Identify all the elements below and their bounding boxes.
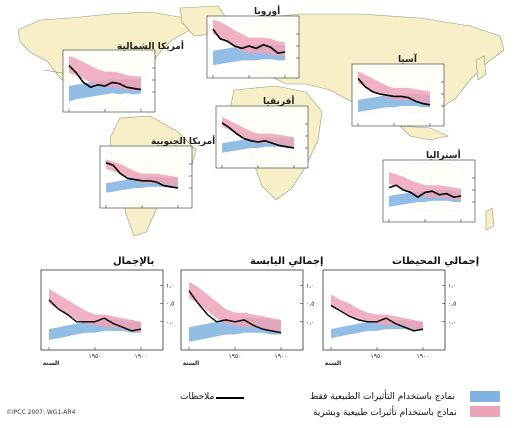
- band-natural-human-forcing: [389, 172, 461, 200]
- x-tick-label: ١٩٥٠: [89, 353, 102, 360]
- band-natural-human-forcing: [331, 294, 423, 331]
- title-europe: أوروبا: [254, 7, 281, 17]
- title-north-america: أمريكا الشمالية: [117, 42, 184, 52]
- x-tick-label: ١٩٥٠: [229, 353, 242, 360]
- y-tick-label: ١,٠: [306, 282, 314, 289]
- panel-global-ocean: ١٩٥٠ ١٩٠٠ ١,٠ ٠,٥ ٠,٠ السنة: [322, 269, 456, 367]
- title-global-land: إجمالي اليابسة: [250, 256, 324, 267]
- x-tick-label: ١٩٠٠: [135, 353, 148, 360]
- x-tick-label: ١٩٥٠: [371, 353, 384, 360]
- panel-north-america: [62, 49, 156, 113]
- observations-line: [48, 299, 142, 332]
- island-japan: [475, 55, 487, 81]
- x-axis-label: السنة: [43, 360, 60, 367]
- title-global: بالإجمال: [113, 256, 155, 267]
- band-natural-human-forcing: [106, 159, 178, 187]
- legend-observations-label: ملاحظات: [180, 392, 215, 402]
- legend-natural-human-swatch: [470, 406, 500, 417]
- legend-natural-only-label: نماذج باستخدام التأثيرات الطبيعية فقط: [310, 392, 456, 402]
- y-tick-label: ٠,٥: [166, 301, 174, 308]
- title-south-america: أمريكا الجنوبية: [151, 137, 216, 147]
- band-natural-human-forcing: [69, 56, 141, 91]
- charts-layer: ١٩٥٠ ١٩٠٠ ١,٠ ٠,٥ ٠,٠ السنة ١٩٥٠ ١٩٠٠ ١,٠ ٠,٥ ٠,٠ ا…: [40, 15, 476, 367]
- copyright-credit: ©IPCC 2007: WG1-AR4: [6, 409, 76, 416]
- title-asia: آسيا: [398, 55, 417, 65]
- observations-line: [221, 122, 295, 149]
- island-new-zealand: [485, 207, 495, 231]
- x-axis-label: السنة: [183, 360, 200, 367]
- y-tick-label: ٠,٥: [448, 301, 456, 308]
- x-tick-label: ١٩٠٠: [417, 353, 430, 360]
- title-global-ocean: إجمالي المحيطات: [392, 256, 480, 267]
- observations-line: [212, 28, 286, 55]
- y-tick-label: ١,٠: [448, 282, 456, 289]
- y-tick-label: ١,٠: [166, 282, 174, 289]
- observations-line: [388, 184, 462, 199]
- observations-line: [68, 65, 142, 91]
- band-natural-human-forcing: [222, 116, 294, 147]
- title-australia: أستراليا: [426, 151, 461, 161]
- band-natural-human-forcing: [49, 288, 141, 333]
- island-indonesia: [399, 125, 449, 141]
- panel-global: ١٩٥٠ ١٩٠٠ ١,٠ ٠,٥ ٠,٠ السنة: [40, 269, 174, 367]
- panel-global-land: ١٩٥٠ ١٩٠٠ ١,٠ ٠,٥ ٠,٠ السنة: [180, 269, 314, 367]
- panel-europe: [206, 15, 300, 79]
- observations-line: [188, 290, 282, 334]
- band-natural-human-forcing: [189, 281, 281, 333]
- panel-australia: [382, 159, 476, 223]
- y-tick-label: ٠,٠: [448, 319, 456, 326]
- band-natural-human-forcing: [358, 71, 430, 104]
- x-axis-label: السنة: [325, 360, 342, 367]
- title-africa: أفريقيا: [263, 97, 295, 107]
- observations-line: [105, 162, 179, 189]
- panel-south-america: [99, 145, 193, 209]
- legend-natural-human-label: نماذج باستخدام تأثيرات طبيعية وبشرية: [313, 408, 457, 418]
- observations-line: [330, 304, 424, 332]
- y-tick-label: ٠,٥: [306, 301, 314, 308]
- legend-natural-only-swatch: [470, 391, 500, 402]
- band-natural-human-forcing: [213, 19, 285, 57]
- panel-asia: [351, 63, 445, 127]
- x-tick-label: ١٩٠٠: [275, 353, 288, 360]
- y-tick-label: ٠,٠: [166, 319, 174, 326]
- panel-africa: [215, 105, 309, 169]
- y-tick-label: ٠,٠: [306, 319, 314, 326]
- observations-line: [357, 77, 431, 106]
- legend-swatches: [216, 391, 500, 417]
